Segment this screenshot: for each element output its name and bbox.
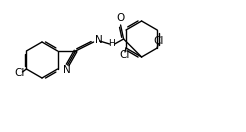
Text: O: O: [116, 13, 125, 23]
Text: N: N: [63, 65, 70, 75]
Text: N: N: [95, 35, 103, 45]
Text: H: H: [108, 39, 115, 48]
Text: Cl: Cl: [153, 36, 163, 46]
Text: Cl: Cl: [120, 50, 130, 60]
Text: Cl: Cl: [14, 68, 25, 78]
